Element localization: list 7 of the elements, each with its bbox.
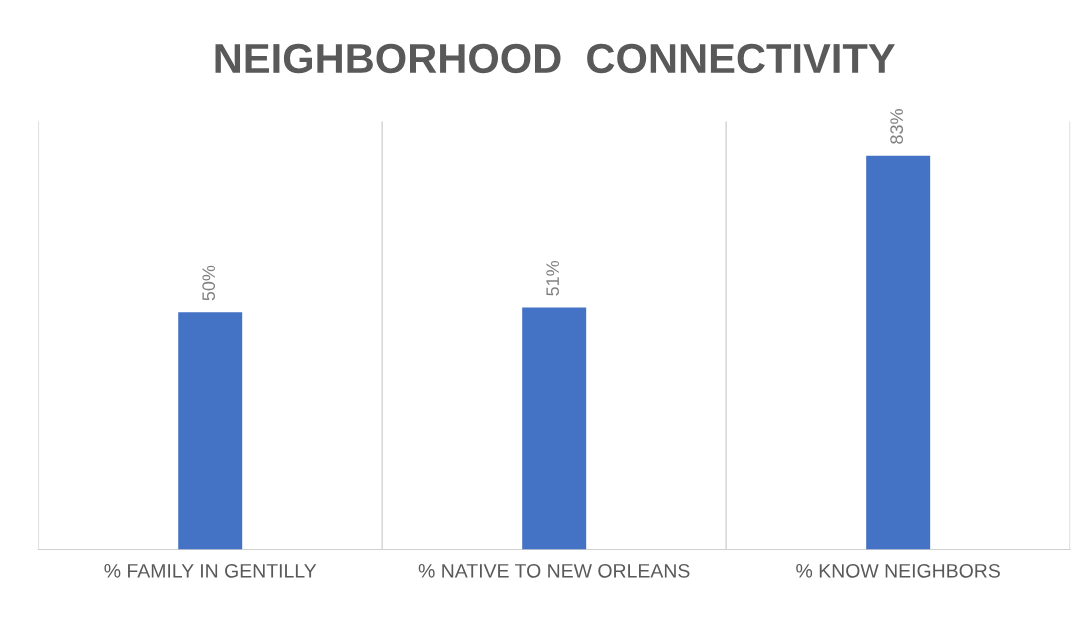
data-label: 51% [546, 260, 560, 296]
data-label: 83% [890, 109, 904, 144]
x-tick-label: % NATIVE TO NEW ORLEANS [418, 563, 690, 578]
chart-title: NEIGHBORHOOD CONNECTIVITY [215, 43, 895, 74]
data-label: 50% [202, 265, 216, 301]
x-tick-label: % FAMILY IN GENTILLY [104, 563, 317, 578]
x-tick-label: % KNOW NEIGHBORS [796, 563, 1000, 578]
